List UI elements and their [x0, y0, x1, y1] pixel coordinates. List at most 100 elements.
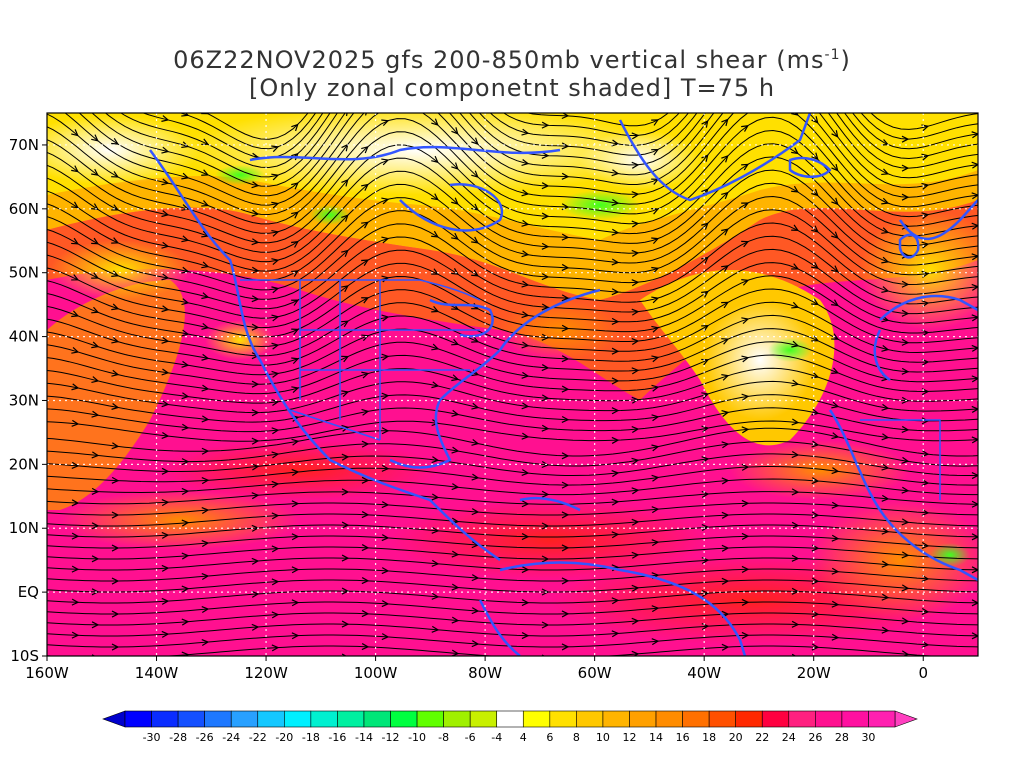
streamline-arrow	[561, 355, 570, 363]
colorbar-swatch	[841, 710, 869, 728]
colorbar-label: 12	[622, 731, 636, 744]
streamline-arrow	[181, 585, 190, 593]
streamline-arrow	[361, 183, 369, 191]
streamline-arrow	[611, 407, 620, 415]
streamline-arrow	[832, 63, 840, 71]
streamline-arrow	[181, 360, 190, 368]
lat-tick-label: 50N	[9, 264, 39, 282]
streamline-arrow	[631, 161, 640, 169]
streamline-arrow	[701, 324, 710, 332]
streamline-arrow	[431, 493, 440, 501]
streamline-arrow	[71, 165, 79, 173]
streamline-arrow	[361, 577, 370, 585]
streamline	[47, 502, 978, 516]
streamline-arrow	[161, 115, 170, 122]
us-mexico-border	[289, 409, 381, 441]
streamline-arrow	[71, 532, 80, 540]
streamline-arrow	[341, 554, 350, 562]
streamline-arrow	[251, 323, 260, 331]
streamline-arrow	[452, 57, 460, 65]
streamline-arrow	[341, 653, 350, 656]
streamline-arrow	[471, 473, 480, 481]
streamline-arrow	[561, 511, 570, 519]
streamline-arrow	[541, 490, 550, 498]
streamline-arrow	[561, 294, 570, 302]
streamline-arrow	[451, 583, 460, 591]
streamline-arrow	[381, 464, 390, 472]
streamline-arrow	[451, 616, 460, 624]
streamline-arrow	[381, 119, 390, 127]
streamline-arrow	[521, 311, 530, 319]
streamline	[47, 407, 978, 433]
lat-tick-label: 10S	[10, 647, 39, 665]
streamline-arrow	[631, 551, 640, 559]
political-borders	[240, 279, 941, 500]
streamline	[91, 113, 978, 187]
streamline-arrow	[342, 687, 348, 693]
streamline-arrow	[451, 649, 460, 656]
streamline-arrow	[831, 333, 840, 340]
colorbar-label: -16	[328, 731, 346, 744]
south-america	[499, 561, 747, 656]
streamline-arrow	[791, 113, 799, 116]
streamline-arrow	[271, 578, 280, 586]
streamline-arrow	[71, 419, 80, 427]
title-superscript: -1	[824, 47, 841, 63]
streamline-arrow	[341, 249, 349, 257]
streamline-arrow	[881, 463, 890, 471]
streamline-arrow	[901, 518, 910, 526]
streamline-arrow	[741, 532, 750, 540]
streamline-arrow	[71, 461, 80, 469]
streamline-arrow	[341, 355, 350, 363]
streamline-arrow	[561, 452, 570, 460]
lon-tick-label: 160W	[25, 664, 69, 682]
streamline	[47, 478, 978, 496]
streamline-arrow	[181, 172, 190, 180]
streamline-arrow	[201, 261, 210, 269]
streamline-arrow	[521, 280, 530, 288]
streamline	[47, 367, 978, 404]
streamline-arrow	[71, 201, 79, 209]
streamline-arrow	[91, 341, 100, 349]
streamline-arrow	[831, 401, 840, 409]
colorbar-label: -24	[222, 731, 240, 744]
streamline-arrow	[291, 599, 300, 607]
streamline-arrow	[902, 684, 908, 690]
streamline	[47, 301, 978, 357]
streamline-arrow	[361, 69, 369, 77]
streamline-arrow	[111, 138, 120, 145]
streamline	[47, 466, 978, 486]
streamline-arrow	[611, 498, 620, 506]
wind-streamlines	[47, 32, 978, 703]
streamline-arrow	[521, 159, 530, 166]
streamline-arrow	[721, 338, 730, 345]
streamline-arrow	[791, 32, 799, 40]
streamline-arrow	[811, 643, 820, 651]
streamline-arrow	[792, 687, 798, 693]
streamline-arrow	[271, 173, 280, 181]
streamline-arrow	[791, 554, 800, 562]
streamline-arrow	[631, 132, 640, 140]
streamline	[47, 579, 978, 593]
streamline-arrow	[431, 118, 439, 126]
streamline-arrow	[721, 643, 730, 651]
streamline-arrow	[451, 409, 460, 417]
colorbar-label: -30	[143, 731, 161, 744]
streamline-arrow	[111, 171, 120, 178]
streamline-arrow	[111, 369, 120, 377]
streamline-arrow	[611, 258, 620, 266]
streamline-arrow	[71, 565, 80, 573]
streamline-arrow	[811, 577, 820, 585]
streamline-arrow	[201, 415, 210, 423]
streamline-arrow	[631, 487, 640, 495]
streamline-arrow	[162, 697, 168, 703]
color-legend: -30 -28 -26 -24 -22 -20 -18 -16 -14 -12 -10 -8 -6 -4 4…	[102, 710, 918, 744]
colorbar-swatch	[469, 710, 498, 728]
streamline-arrow	[901, 396, 910, 404]
streamline-arrow	[831, 567, 840, 575]
lat-tick-label: 20N	[9, 455, 39, 473]
colorbar-swatch	[310, 710, 338, 728]
streamline-arrow	[521, 432, 530, 440]
streamline-arrow	[91, 237, 100, 245]
streamline-arrow	[631, 220, 640, 228]
